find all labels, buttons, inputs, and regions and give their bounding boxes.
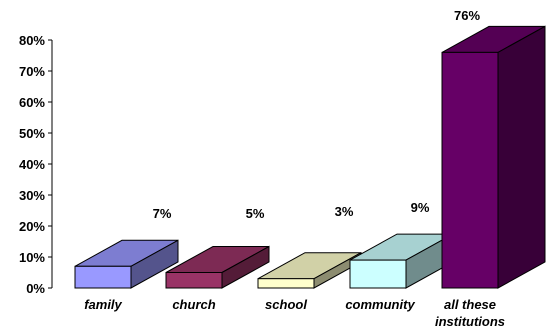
- x-category-label-line2: institutions: [435, 314, 505, 329]
- bar-school: [257, 251, 362, 289]
- y-tick-label: 60%: [19, 95, 45, 110]
- bar-church: [165, 245, 270, 289]
- bar-family: [74, 239, 179, 289]
- y-tick-label: 0%: [26, 281, 45, 296]
- data-label: 7%: [153, 206, 172, 221]
- bar-community: [349, 233, 454, 289]
- x-category-label: all these: [444, 297, 496, 312]
- data-label: 3%: [335, 204, 354, 219]
- y-tick-label: 20%: [19, 219, 45, 234]
- y-tick-label: 80%: [19, 33, 45, 48]
- y-tick-label: 40%: [19, 157, 45, 172]
- data-labels: 7% 5% 3% 9% 76% family church school community al…: [84, 8, 505, 329]
- bar-front-face: [441, 51, 499, 289]
- data-label: 76%: [454, 8, 480, 23]
- data-label: 5%: [246, 206, 265, 221]
- data-label: 9%: [411, 200, 430, 215]
- bar-series: [74, 25, 546, 289]
- bar-front-face: [349, 259, 407, 289]
- bar-front-face: [165, 272, 223, 289]
- x-category-label: community: [345, 297, 415, 312]
- y-tick-label: 10%: [19, 250, 45, 265]
- x-category-label: family: [84, 297, 122, 312]
- y-tick-label: 30%: [19, 188, 45, 203]
- bar-front-face: [74, 265, 132, 289]
- bar-side-face: [497, 25, 546, 289]
- y-tick-label: 70%: [19, 64, 45, 79]
- bar-front-face: [257, 278, 315, 289]
- y-axis: 0% 10% 20% 30% 40% 50% 60% 70% 80%: [19, 33, 53, 296]
- bar-all-these-institutions: [441, 25, 546, 289]
- x-category-label: church: [172, 297, 215, 312]
- x-category-label: school: [265, 297, 307, 312]
- y-tick-label: 50%: [19, 126, 45, 141]
